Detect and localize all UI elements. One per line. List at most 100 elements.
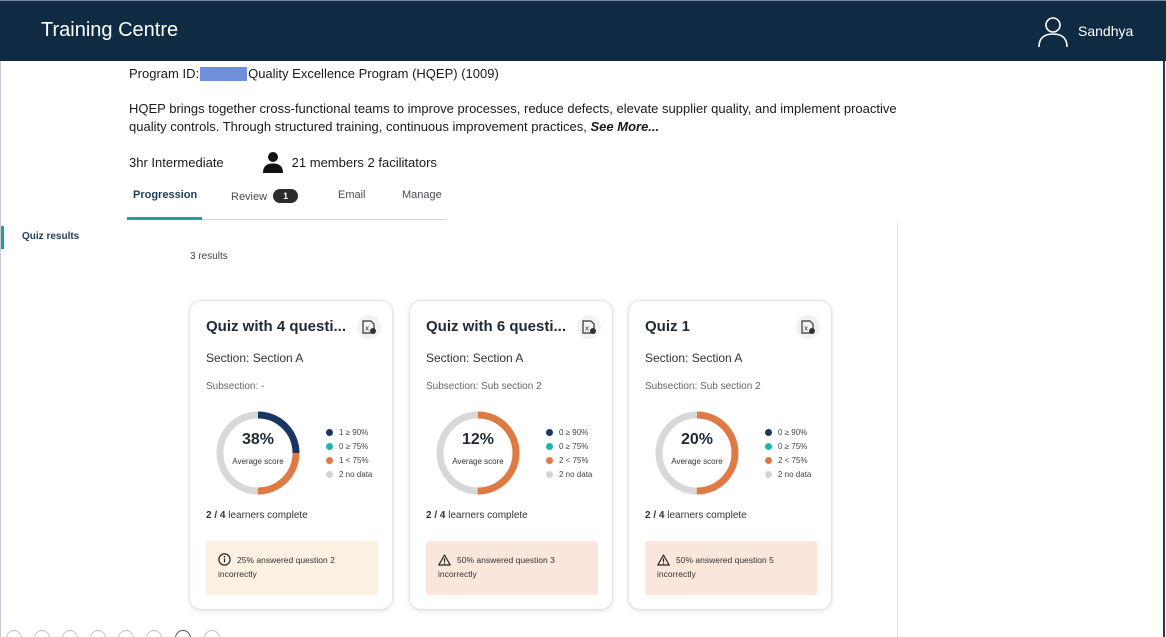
quiz-section: Section: Section A [206, 351, 304, 365]
legend-dot [326, 470, 333, 478]
legend-label: 0 ≥ 90% [778, 427, 808, 437]
legend-dot [546, 470, 553, 478]
app-header: Training Centre Sandhya [0, 0, 1166, 61]
score-donut-chart [655, 411, 739, 495]
user-avatar-icon[interactable] [1036, 14, 1070, 48]
average-score-label: Average score [671, 457, 723, 466]
quiz-subsection: Subsection: - [206, 381, 265, 392]
donut-segment-low [655, 411, 739, 495]
tab-manage[interactable]: Manage [402, 189, 442, 201]
average-score-label: Average score [452, 457, 504, 466]
legend-label: 2 no data [339, 469, 373, 479]
legend-item: 0 ≥ 75% [546, 439, 592, 453]
sidebar-item-quiz-results[interactable]: Quiz results [22, 231, 80, 242]
user-menu[interactable]: Sandhya [1036, 13, 1133, 49]
legend-label: 0 ≥ 75% [778, 441, 808, 451]
quiz-section: Section: Section A [645, 351, 743, 365]
score-legend: 0 ≥ 90% 0 ≥ 75% 2 < 75% 2 no data [546, 425, 592, 481]
alert-text: 50% answered question 3 incorrectly [438, 555, 555, 579]
quiz-document-icon[interactable]: x [357, 315, 381, 339]
legend-item: 0 ≥ 90% [765, 425, 811, 439]
tab-email[interactable]: Email [338, 189, 366, 201]
legend-dot [326, 428, 333, 436]
program-tabs: Progression Review 1 Email Manage [127, 182, 447, 220]
quiz-alert: 50% answered question 5 incorrectly [645, 541, 817, 595]
legend-dot [765, 456, 772, 464]
legend-dot [326, 442, 333, 450]
svg-text:x: x [804, 325, 808, 333]
average-score-label: Average score [232, 457, 284, 466]
legend-label: 0 ≥ 90% [559, 427, 589, 437]
info-icon [218, 553, 231, 566]
score-donut-chart [216, 411, 300, 495]
see-more-link[interactable]: See More... [590, 119, 660, 134]
warning-icon [438, 554, 451, 566]
legend-label: 1 < 75% [339, 455, 369, 465]
learners-count: 2 / 4 [645, 510, 665, 521]
window-border-right [1163, 61, 1165, 637]
program-id-label: Program ID: [129, 66, 200, 81]
quiz-title[interactable]: Quiz with 4 questi... [206, 318, 347, 335]
tab-review-label[interactable]: Review [231, 191, 268, 203]
learners-count: 2 / 4 [206, 510, 226, 521]
program-meta: 3hr Intermediate 21 members 2 facilitato… [129, 151, 437, 173]
review-count-badge: 1 [273, 189, 299, 203]
quiz-alert: 50% answered question 3 incorrectly [426, 541, 598, 595]
score-donut-chart [436, 411, 520, 495]
average-score-value: 12% [461, 431, 495, 448]
score-legend: 1 ≥ 90% 0 ≥ 75% 1 < 75% 2 no data [326, 425, 372, 481]
legend-label: 0 ≥ 75% [339, 441, 369, 451]
quiz-card[interactable]: Quiz 1 x Section: Section A Subsection: … [628, 300, 832, 610]
score-legend: 0 ≥ 90% 0 ≥ 75% 2 < 75% 2 no data [765, 425, 811, 481]
learners-text: learners complete [664, 510, 747, 521]
legend-item: 2 < 75% [546, 453, 592, 467]
legend-label: 2 < 75% [559, 455, 589, 465]
legend-item: 1 < 75% [326, 453, 372, 467]
program-name: Quality Excellence Program (HQEP) (1009) [248, 66, 499, 81]
legend-dot [546, 428, 553, 436]
program-id-row: Program ID: Quality Excellence Program (… [129, 66, 499, 81]
quiz-section: Section: Section A [426, 351, 524, 365]
donut-segment-low [216, 411, 300, 495]
legend-item: 0 ≥ 90% [546, 425, 592, 439]
legend-label: 0 ≥ 75% [559, 441, 589, 451]
quiz-title[interactable]: Quiz with 6 questi... [426, 318, 567, 335]
legend-label: 2 < 75% [778, 455, 808, 465]
learners-complete: 2 / 4 learners complete [645, 510, 747, 521]
legend-label: 2 no data [778, 469, 812, 479]
user-name[interactable]: Sandhya [1078, 23, 1134, 39]
window-border-left [0, 61, 1, 637]
tab-progression[interactable]: Progression [133, 189, 198, 201]
legend-dot [546, 442, 553, 450]
legend-label: 2 no data [559, 469, 593, 479]
duration-level: 3hr Intermediate [129, 154, 224, 170]
legend-label: 1 ≥ 90% [339, 427, 369, 437]
legend-item: 2 < 75% [765, 453, 811, 467]
donut-segment-high [216, 411, 300, 495]
legend-dot [765, 428, 772, 436]
quiz-alert: 25% answered question 2 incorrectly [206, 541, 378, 595]
legend-item: 0 ≥ 75% [326, 439, 372, 453]
quiz-card[interactable]: Quiz with 6 questi... x Section: Section… [409, 300, 613, 610]
redacted-program-id [200, 66, 248, 81]
person-icon [262, 152, 283, 173]
legend-dot [546, 456, 553, 464]
quiz-subsection: Subsection: Sub section 2 [426, 381, 542, 392]
tab-review[interactable]: Review 1 [231, 189, 299, 203]
quiz-card[interactable]: Quiz with 4 questi... x Section: Section… [189, 300, 393, 610]
quiz-document-icon[interactable]: x [577, 315, 601, 339]
legend-dot [765, 470, 772, 478]
learners-complete: 2 / 4 learners complete [206, 510, 308, 521]
legend-dot [326, 456, 333, 464]
learners-count: 2 / 4 [426, 510, 446, 521]
quiz-document-icon[interactable]: x [796, 315, 820, 339]
svg-text:x: x [365, 325, 369, 333]
members-count: 21 members 2 facilitators [291, 154, 437, 170]
alert-text: 25% answered question 2 incorrectly [218, 555, 335, 579]
quiz-title[interactable]: Quiz 1 [645, 318, 691, 335]
legend-item: 1 ≥ 90% [326, 425, 372, 439]
svg-text:x: x [585, 325, 589, 333]
learners-text: learners complete [225, 510, 308, 521]
legend-item: 0 ≥ 75% [765, 439, 811, 453]
legend-item: 2 no data [546, 467, 592, 481]
